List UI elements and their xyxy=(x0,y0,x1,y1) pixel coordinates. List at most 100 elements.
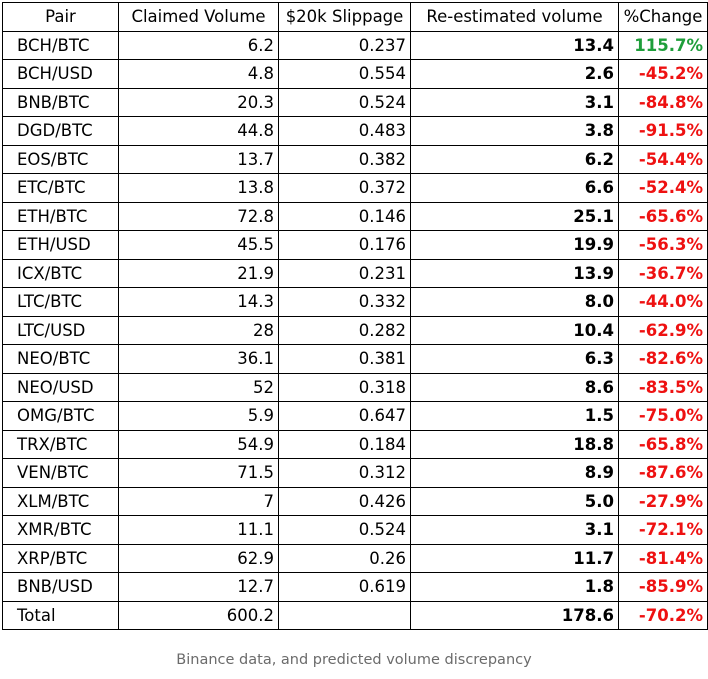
cell-percent-change: -56.3% xyxy=(618,230,708,260)
cell-slippage: 0.332 xyxy=(278,287,411,317)
cell-claimed-volume: 4.8 xyxy=(118,59,279,89)
cell-percent-change: -87.6% xyxy=(618,458,708,488)
cell-pair: EOS/BTC xyxy=(2,144,119,174)
cell-reestimated-volume: 3.8 xyxy=(410,116,619,146)
cell-percent-change: -84.8% xyxy=(618,87,708,117)
cell-slippage: 0.524 xyxy=(278,87,411,117)
cell-pair: VEN/BTC xyxy=(2,458,119,488)
table-row: ETC/BTC 13.8 0.372 6.6 -52.4% xyxy=(2,173,708,203)
cell-percent-change: -54.4% xyxy=(618,144,708,174)
cell-percent-change: -83.5% xyxy=(618,372,708,402)
header-percent-change: %Change xyxy=(618,2,708,32)
cell-claimed-volume: 72.8 xyxy=(118,201,279,231)
table-row: ICX/BTC 21.9 0.231 13.9 -36.7% xyxy=(2,258,708,288)
cell-slippage: 0.372 xyxy=(278,173,411,203)
cell-slippage: 0.524 xyxy=(278,515,411,545)
cell-reestimated-volume: 2.6 xyxy=(410,59,619,89)
cell-claimed-volume: 5.9 xyxy=(118,401,279,431)
cell-pair: ETH/BTC xyxy=(2,201,119,231)
cell-percent-change: -91.5% xyxy=(618,116,708,146)
cell-percent-change: -52.4% xyxy=(618,173,708,203)
table-caption: Binance data, and predicted volume discr… xyxy=(176,652,532,668)
table-row: OMG/BTC 5.9 0.647 1.5 -75.0% xyxy=(2,401,708,431)
total-reestimated-volume: 178.6 xyxy=(410,600,619,630)
cell-slippage: 0.647 xyxy=(278,401,411,431)
cell-reestimated-volume: 6.6 xyxy=(410,173,619,203)
cell-pair: LTC/BTC xyxy=(2,287,119,317)
cell-pair: DGD/BTC xyxy=(2,116,119,146)
cell-slippage: 0.318 xyxy=(278,372,411,402)
cell-slippage: 0.483 xyxy=(278,116,411,146)
cell-slippage: 0.619 xyxy=(278,572,411,602)
cell-percent-change: 115.7% xyxy=(618,30,708,60)
header-slippage: $20k Slippage xyxy=(278,2,411,32)
cell-claimed-volume: 14.3 xyxy=(118,287,279,317)
cell-slippage: 0.382 xyxy=(278,144,411,174)
cell-reestimated-volume: 1.8 xyxy=(410,572,619,602)
cell-pair: BCH/BTC xyxy=(2,30,119,60)
header-row: Pair Claimed Volume $20k Slippage Re-est… xyxy=(2,2,708,32)
volume-table: Pair Claimed Volume $20k Slippage Re-est… xyxy=(2,2,708,630)
table-row: BCH/USD 4.8 0.554 2.6 -45.2% xyxy=(2,59,708,89)
cell-reestimated-volume: 1.5 xyxy=(410,401,619,431)
cell-claimed-volume: 71.5 xyxy=(118,458,279,488)
cell-reestimated-volume: 10.4 xyxy=(410,315,619,345)
cell-claimed-volume: 21.9 xyxy=(118,258,279,288)
table-row: EOS/BTC 13.7 0.382 6.2 -54.4% xyxy=(2,144,708,174)
cell-claimed-volume: 20.3 xyxy=(118,87,279,117)
cell-percent-change: -45.2% xyxy=(618,59,708,89)
cell-claimed-volume: 11.1 xyxy=(118,515,279,545)
cell-claimed-volume: 28 xyxy=(118,315,279,345)
cell-pair: NEO/BTC xyxy=(2,344,119,374)
cell-pair: TRX/BTC xyxy=(2,429,119,459)
cell-pair: LTC/USD xyxy=(2,315,119,345)
cell-pair: ETH/USD xyxy=(2,230,119,260)
cell-slippage: 0.426 xyxy=(278,486,411,516)
cell-reestimated-volume: 19.9 xyxy=(410,230,619,260)
cell-pair: XRP/BTC xyxy=(2,543,119,573)
cell-reestimated-volume: 8.6 xyxy=(410,372,619,402)
cell-pair: XMR/BTC xyxy=(2,515,119,545)
cell-reestimated-volume: 8.0 xyxy=(410,287,619,317)
cell-claimed-volume: 36.1 xyxy=(118,344,279,374)
table-row: XRP/BTC 62.9 0.26 11.7 -81.4% xyxy=(2,543,708,573)
table-row: VEN/BTC 71.5 0.312 8.9 -87.6% xyxy=(2,458,708,488)
cell-percent-change: -44.0% xyxy=(618,287,708,317)
total-claimed-volume: 600.2 xyxy=(118,600,279,630)
table-row: BNB/USD 12.7 0.619 1.8 -85.9% xyxy=(2,572,708,602)
table-row: XMR/BTC 11.1 0.524 3.1 -72.1% xyxy=(2,515,708,545)
cell-slippage: 0.282 xyxy=(278,315,411,345)
cell-percent-change: -65.8% xyxy=(618,429,708,459)
table-row: NEO/BTC 36.1 0.381 6.3 -82.6% xyxy=(2,344,708,374)
total-slippage xyxy=(278,600,411,630)
cell-reestimated-volume: 11.7 xyxy=(410,543,619,573)
cell-reestimated-volume: 5.0 xyxy=(410,486,619,516)
cell-claimed-volume: 45.5 xyxy=(118,230,279,260)
cell-slippage: 0.231 xyxy=(278,258,411,288)
table-row: NEO/USD 52 0.318 8.6 -83.5% xyxy=(2,372,708,402)
cell-pair: ETC/BTC xyxy=(2,173,119,203)
cell-reestimated-volume: 6.3 xyxy=(410,344,619,374)
cell-reestimated-volume: 25.1 xyxy=(410,201,619,231)
cell-slippage: 0.146 xyxy=(278,201,411,231)
cell-pair: XLM/BTC xyxy=(2,486,119,516)
table-row: ETH/USD 45.5 0.176 19.9 -56.3% xyxy=(2,230,708,260)
table-row: ETH/BTC 72.8 0.146 25.1 -65.6% xyxy=(2,201,708,231)
header-claimed-volume: Claimed Volume xyxy=(118,2,279,32)
cell-pair: BNB/BTC xyxy=(2,87,119,117)
cell-slippage: 0.176 xyxy=(278,230,411,260)
cell-slippage: 0.554 xyxy=(278,59,411,89)
cell-percent-change: -85.9% xyxy=(618,572,708,602)
cell-claimed-volume: 52 xyxy=(118,372,279,402)
table-row: XLM/BTC 7 0.426 5.0 -27.9% xyxy=(2,486,708,516)
cell-percent-change: -81.4% xyxy=(618,543,708,573)
total-row: Total 600.2 178.6 -70.2% xyxy=(2,600,708,630)
cell-slippage: 0.237 xyxy=(278,30,411,60)
cell-reestimated-volume: 3.1 xyxy=(410,515,619,545)
cell-slippage: 0.381 xyxy=(278,344,411,374)
table-row: DGD/BTC 44.8 0.483 3.8 -91.5% xyxy=(2,116,708,146)
cell-claimed-volume: 12.7 xyxy=(118,572,279,602)
cell-claimed-volume: 13.7 xyxy=(118,144,279,174)
total-percent-change: -70.2% xyxy=(618,600,708,630)
total-label: Total xyxy=(2,600,119,630)
